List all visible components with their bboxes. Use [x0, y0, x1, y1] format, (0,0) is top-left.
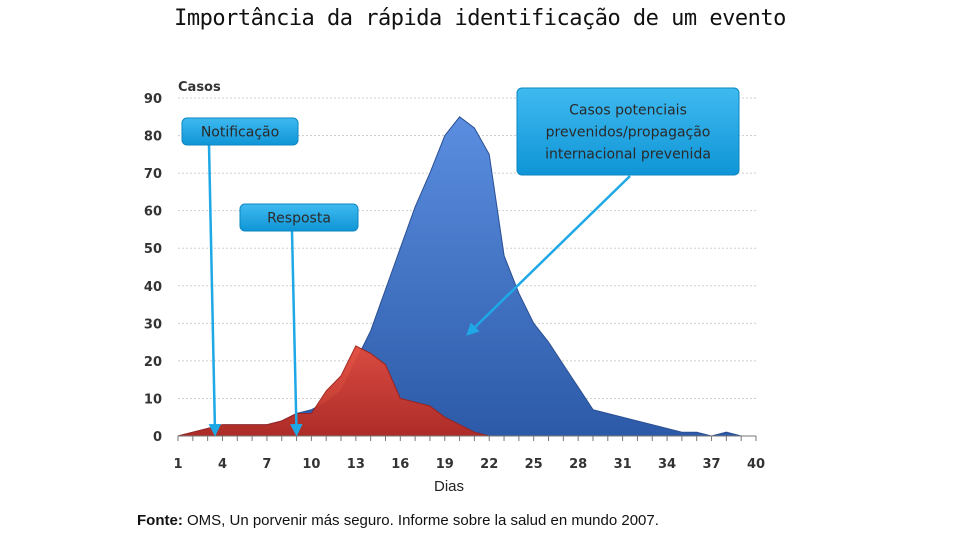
source-note: Fonte: OMS, Un porvenir más seguro. Info…	[137, 512, 659, 529]
y-tick-label: 0	[153, 430, 162, 445]
source-text: OMS, Un porvenir más seguro. Informe sob…	[182, 512, 659, 529]
annotations: Notificação Resposta Casos potenciais preve…	[181, 87, 740, 437]
axes: 0 10 20 30 40 50 60 70 80 90 Casos 1 4 7 10 13 16 19 22 25 2…	[144, 80, 765, 495]
annotation-box	[181, 117, 299, 146]
annotation-box	[239, 203, 359, 232]
x-tick-label: 10	[302, 457, 320, 472]
series-areas	[177, 116, 756, 437]
x-axis-label: Dias	[434, 478, 464, 495]
annotation-text: Resposta	[267, 211, 331, 227]
y-tick-label: 40	[144, 280, 162, 295]
x-tick-label: 34	[658, 457, 676, 472]
y-tick-label: 20	[144, 355, 162, 370]
y-tick-label: 90	[144, 92, 162, 107]
y-tick-label: 50	[144, 242, 162, 257]
x-tick-label: 37	[702, 457, 720, 472]
y-tick-label: 60	[144, 205, 162, 220]
x-tick-label: 4	[218, 457, 227, 472]
annotation-box	[516, 87, 740, 176]
x-tick-label: 16	[391, 457, 409, 472]
y-tick-label: 30	[144, 317, 162, 332]
y-axis-label: Casos	[178, 80, 221, 95]
annotation-text: prevenidos/propagação	[546, 125, 711, 141]
annotation-text: internacional prevenida	[545, 147, 711, 163]
annotation-arrow	[466, 175, 631, 336]
x-tick-label: 13	[347, 457, 365, 472]
source-label: Fonte:	[137, 512, 183, 529]
x-tick-label: 28	[569, 457, 587, 472]
series-area-red	[177, 345, 505, 437]
annotation-text: Notificação	[201, 125, 279, 141]
y-tick-label: 80	[144, 130, 162, 145]
page-title: Importância da rápida identificação de u…	[174, 6, 786, 31]
annotation-text: Casos potenciais	[569, 103, 687, 119]
x-tick-label: 25	[525, 457, 543, 472]
annotation-arrow	[207, 144, 222, 437]
x-tick-label: 22	[480, 457, 498, 472]
x-tick-label: 19	[436, 457, 454, 472]
x-tick-label: 7	[262, 457, 271, 472]
y-tick-label: 70	[144, 167, 162, 182]
x-tick-label: 1	[173, 457, 182, 472]
y-tick-label: 10	[144, 392, 162, 407]
annotation-arrow	[290, 230, 303, 437]
x-tick-label: 31	[614, 457, 632, 472]
x-tick-label: 40	[747, 457, 765, 472]
